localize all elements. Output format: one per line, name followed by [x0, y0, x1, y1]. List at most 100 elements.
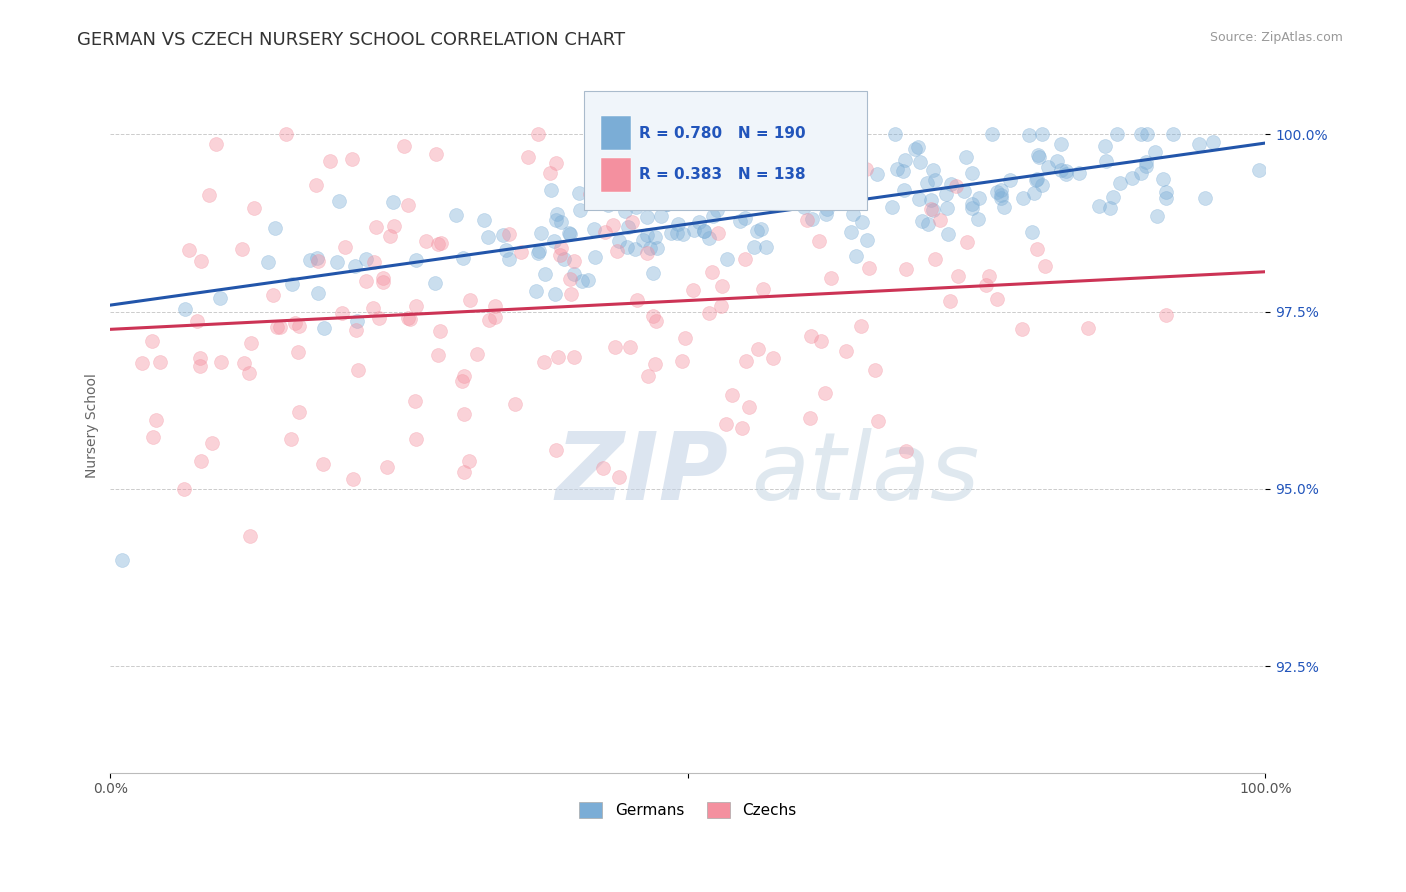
Point	[920, 202, 942, 217]
Point	[1067, 166, 1090, 180]
Point	[288, 318, 311, 333]
Point	[396, 310, 419, 325]
Point	[231, 243, 253, 257]
Point	[845, 249, 868, 263]
Point	[945, 178, 967, 193]
Point	[510, 244, 533, 259]
Point	[314, 321, 336, 335]
Point	[856, 233, 879, 247]
Point	[382, 194, 405, 209]
Point	[305, 251, 328, 265]
Point	[558, 227, 581, 241]
Point	[457, 454, 479, 468]
Text: R = 0.383   N = 138: R = 0.383 N = 138	[640, 168, 806, 182]
Point	[868, 414, 890, 428]
Point	[711, 278, 734, 293]
Point	[547, 350, 569, 364]
Point	[1135, 155, 1157, 169]
Point	[683, 127, 706, 141]
Point	[1028, 150, 1050, 164]
Point	[288, 405, 311, 419]
Point	[538, 165, 561, 179]
Point	[734, 354, 756, 368]
FancyBboxPatch shape	[602, 158, 631, 192]
Point	[607, 234, 630, 248]
Point	[1136, 127, 1159, 141]
Point	[405, 432, 427, 446]
Point	[641, 266, 664, 280]
Point	[866, 167, 889, 181]
Point	[209, 291, 232, 305]
Point	[453, 465, 475, 479]
Point	[820, 271, 842, 285]
Point	[745, 224, 768, 238]
Point	[946, 268, 969, 283]
Point	[707, 226, 730, 240]
Point	[562, 254, 585, 268]
Point	[190, 351, 212, 365]
Point	[671, 354, 693, 368]
Point	[1025, 173, 1047, 187]
Point	[986, 185, 1008, 199]
Point	[977, 268, 1000, 283]
Point	[725, 181, 748, 195]
Point	[451, 374, 474, 388]
Point	[673, 331, 696, 345]
Point	[659, 226, 682, 240]
Point	[174, 301, 197, 316]
Point	[243, 201, 266, 215]
Point	[340, 153, 363, 167]
Point	[734, 252, 756, 267]
Point	[716, 252, 738, 266]
Point	[1202, 135, 1225, 149]
Point	[264, 221, 287, 235]
Point	[503, 397, 526, 411]
Point	[613, 204, 636, 219]
Point	[765, 187, 787, 202]
Point	[516, 150, 538, 164]
Point	[810, 173, 832, 187]
Point	[697, 231, 720, 245]
Point	[935, 187, 957, 202]
Point	[1156, 185, 1178, 199]
Point	[529, 244, 551, 258]
Point	[186, 314, 208, 328]
Point	[543, 286, 565, 301]
Point	[793, 200, 815, 214]
Point	[596, 198, 619, 212]
Point	[706, 203, 728, 218]
Point	[986, 292, 1008, 306]
Point	[616, 240, 638, 254]
Point	[363, 255, 385, 269]
Point	[1129, 127, 1152, 141]
Point	[524, 284, 547, 298]
Point	[425, 277, 447, 291]
Point	[928, 212, 950, 227]
Point	[546, 207, 568, 221]
Point	[396, 197, 419, 211]
Point	[672, 227, 695, 242]
Point	[693, 224, 716, 238]
Point	[474, 212, 496, 227]
Point	[1105, 127, 1128, 141]
Point	[560, 287, 582, 301]
Point	[429, 324, 451, 338]
Point	[688, 215, 710, 229]
Point	[828, 173, 851, 187]
Point	[540, 183, 562, 197]
Point	[375, 459, 398, 474]
Point	[346, 313, 368, 327]
Point	[886, 162, 908, 177]
Point	[851, 215, 873, 229]
Point	[955, 235, 977, 249]
Point	[1135, 159, 1157, 173]
Y-axis label: Nursery School: Nursery School	[86, 373, 100, 477]
Point	[239, 335, 262, 350]
Point	[544, 156, 567, 170]
Point	[404, 394, 426, 409]
Point	[1046, 154, 1069, 169]
Point	[617, 220, 640, 235]
Point	[239, 529, 262, 543]
Point	[527, 246, 550, 260]
Point	[894, 443, 917, 458]
